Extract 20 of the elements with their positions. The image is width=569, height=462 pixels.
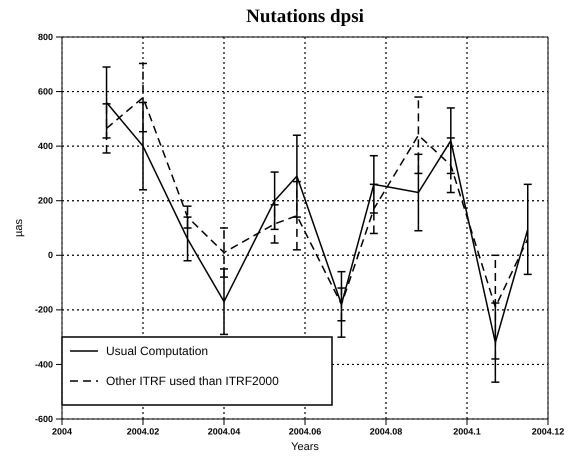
legend-label: Usual Computation xyxy=(106,344,208,358)
x-tick-label: 2004.08 xyxy=(370,426,402,436)
x-tick-label: 2004.04 xyxy=(208,426,240,436)
x-tick-label: 2004.1 xyxy=(453,426,481,436)
y-tick-label: 600 xyxy=(38,86,53,96)
y-axis-title: µas xyxy=(13,218,25,237)
x-tick-label: 2004.06 xyxy=(288,426,322,436)
x-axis-title: Years xyxy=(291,441,320,453)
x-tick-label: 2004.02 xyxy=(126,426,160,436)
y-tick-label: -600 xyxy=(34,414,53,424)
y-tick-label: 200 xyxy=(38,196,53,206)
y-tick-label: -200 xyxy=(34,304,53,315)
y-tick-label: 800 xyxy=(38,32,53,42)
y-tick-label: -400 xyxy=(34,359,53,370)
chart-title: Nutations dpsi xyxy=(246,6,364,27)
legend-label: Other ITRF used than ITRF2000 xyxy=(106,374,280,388)
y-tick-label: 0 xyxy=(48,250,53,260)
y-tick-label: 400 xyxy=(38,141,53,152)
x-tick-label: 2004.12 xyxy=(532,426,564,436)
x-tick-label: 2004 xyxy=(52,426,72,436)
